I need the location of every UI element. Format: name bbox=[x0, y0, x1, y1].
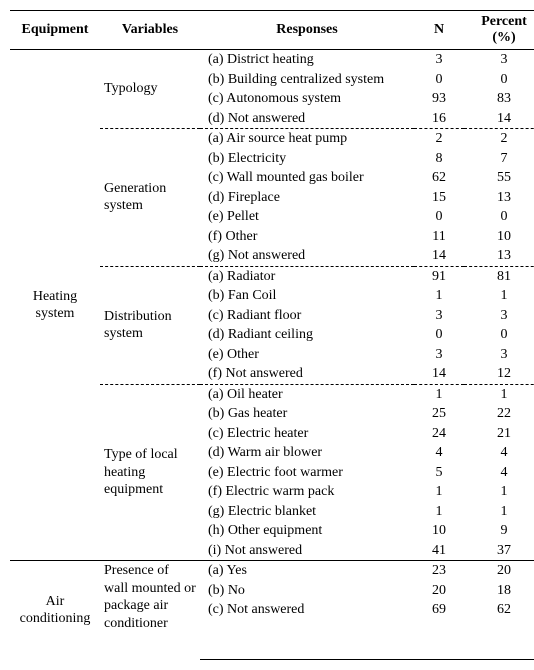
table-row: Air conditioning Presence of wall mounte… bbox=[10, 561, 534, 581]
col-responses: Responses bbox=[200, 11, 414, 50]
variable-cell: Presence of wall mounted or package air … bbox=[100, 561, 200, 660]
pct-cell: 3 bbox=[464, 50, 534, 70]
response-cell: (a) District heating bbox=[200, 50, 414, 70]
header-row: Equipment Variables Responses N Percent … bbox=[10, 11, 534, 50]
equipment-table: Equipment Variables Responses N Percent … bbox=[10, 10, 534, 660]
equipment-cell: Heating system bbox=[10, 50, 100, 561]
equipment-cell: Air conditioning bbox=[10, 561, 100, 660]
col-n: N bbox=[414, 11, 464, 50]
variable-cell: Distribution system bbox=[100, 267, 200, 385]
col-variables: Variables bbox=[100, 11, 200, 50]
variable-cell: Generation system bbox=[100, 129, 200, 266]
variable-cell: Type of local heating equipment bbox=[100, 385, 200, 561]
variable-cell: Typology bbox=[100, 50, 200, 129]
n-cell: 3 bbox=[414, 50, 464, 70]
table-row: Heating system Typology (a) District hea… bbox=[10, 50, 534, 70]
col-equipment: Equipment bbox=[10, 11, 100, 50]
col-percent: Percent (%) bbox=[464, 11, 534, 50]
